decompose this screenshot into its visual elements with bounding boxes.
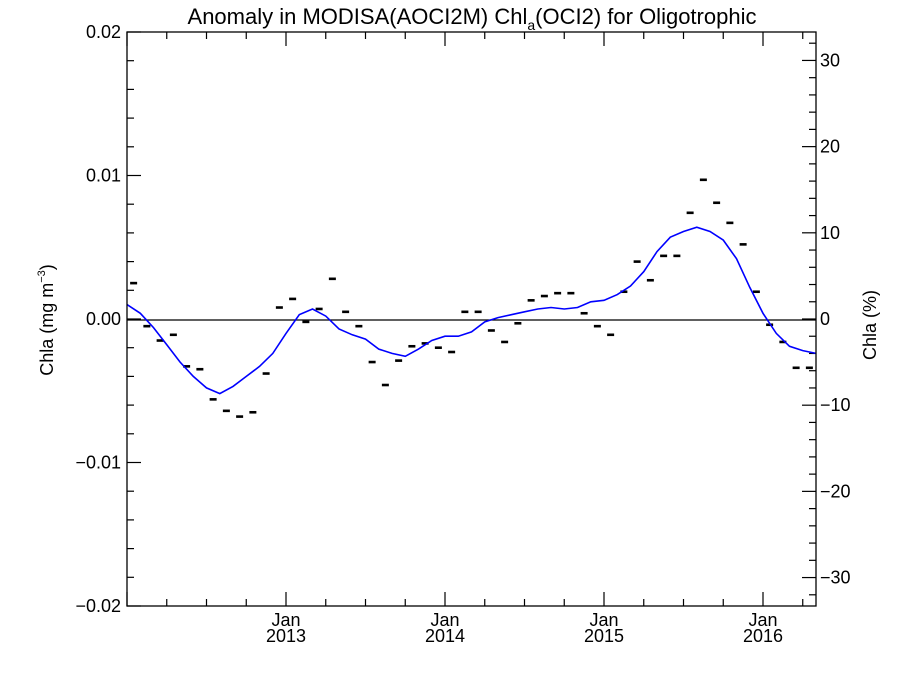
plot-frame (126, 31, 817, 607)
right-tick-label: 30 (820, 50, 840, 70)
right-axis-ticks: 30 20 10 0 −10 −20 −30 (802, 42, 851, 596)
left-axis-label: Chla (mg m−3) (36, 264, 57, 376)
left-axis-ticks: 0.02 0.01 0.00 −0.01 −0.02 (75, 22, 141, 616)
right-tick-label: −20 (820, 481, 851, 501)
right-tick-label: 10 (820, 223, 840, 243)
right-axis-label: Chla (%) (860, 290, 880, 360)
chart-title: Anomaly in MODISA(AOCI2M) Chla(OCI2) for… (188, 4, 757, 33)
left-tick-label: 0.02 (86, 22, 121, 42)
monthly-anomaly-series (130, 178, 813, 418)
x-tick-month-label: Jan (430, 610, 459, 630)
right-tick-label: 0 (820, 309, 830, 329)
x-tick-year-label: 2013 (266, 626, 306, 646)
x-tick-year-label: 2014 (425, 626, 465, 646)
x-tick-year-label: 2015 (584, 626, 624, 646)
left-tick-label: −0.02 (75, 596, 121, 616)
left-tick-label: 0.01 (86, 166, 121, 186)
left-tick-label: 0.00 (86, 309, 121, 329)
smoothed-anomaly-line (126, 226, 817, 395)
right-tick-label: 20 (820, 137, 840, 157)
x-tick-month-label: Jan (589, 610, 618, 630)
right-tick-label: −30 (820, 568, 851, 588)
x-tick-month-label: Jan (748, 610, 777, 630)
x-axis-ticks (126, 32, 804, 606)
x-tick-month-label: Jan (271, 610, 300, 630)
left-tick-label: −0.01 (75, 453, 121, 473)
x-tick-year-label: 2016 (743, 626, 783, 646)
right-tick-label: −10 (820, 395, 851, 415)
